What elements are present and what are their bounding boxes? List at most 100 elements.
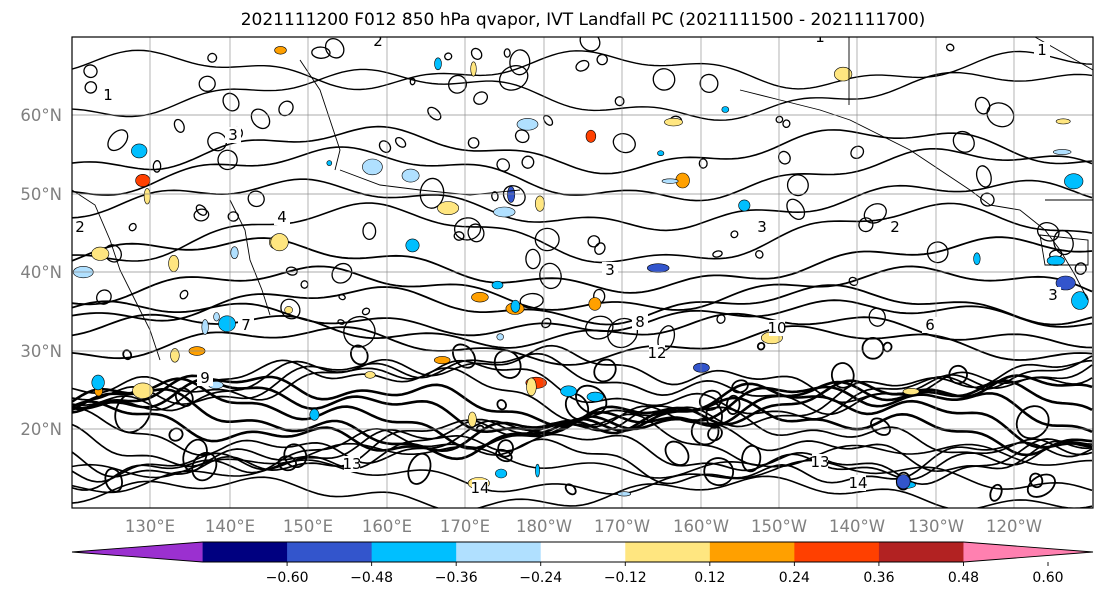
contour-line: [72, 442, 1093, 479]
negative-anomaly-patch: [657, 150, 665, 156]
negative-anomaly-patch: [230, 246, 239, 259]
contour-label-bg: [922, 317, 938, 333]
positive-anomaly-patch: [132, 382, 154, 399]
contour-line: [72, 459, 1093, 495]
positive-anomaly-patch: [471, 292, 489, 303]
contour-label: 3: [228, 126, 238, 144]
contour-label: 13: [810, 453, 829, 471]
contour-label: 14: [848, 474, 867, 492]
contour-cell: [777, 150, 791, 165]
colorbar-tick-label: −0.60: [266, 570, 309, 586]
colorbar-tick-label: 0.12: [694, 570, 725, 586]
colorbar-tick-label: 0.60: [1032, 570, 1063, 586]
contour-cell: [280, 298, 301, 320]
contour-cell: [278, 100, 294, 117]
negative-anomaly-patch: [1055, 275, 1076, 291]
positive-anomaly-patch: [143, 188, 151, 205]
negative-anomaly-patch: [896, 474, 911, 490]
contour-label: 2: [373, 32, 383, 50]
lat-tick-label: 40°N: [20, 263, 62, 282]
positive-anomaly-patch: [470, 61, 477, 77]
contour-cell: [337, 319, 345, 325]
negative-anomaly-patch: [495, 468, 508, 479]
positive-anomaly-patch: [467, 411, 477, 428]
lon-tick-label: 160°E: [362, 517, 412, 536]
map-frame: [71, 36, 1094, 509]
contour-label-bg: [238, 317, 254, 333]
contour-cell: [283, 443, 308, 469]
contour-cell: [195, 204, 208, 216]
colorbar-tick-label: 0.24: [779, 570, 810, 586]
contour-line: [72, 429, 1093, 483]
colorbar-swatch: [456, 542, 542, 562]
contour-line: [72, 325, 1093, 366]
coastline: [739, 89, 991, 206]
contour-cell: [703, 457, 735, 487]
coastline: [229, 199, 271, 316]
contour-cell: [1015, 405, 1050, 440]
contour-cell: [1026, 473, 1056, 498]
contour-cell: [870, 417, 891, 436]
contour-cell: [338, 293, 346, 301]
colorbar-swatch: [878, 542, 965, 562]
contour-cell: [952, 130, 975, 153]
contour-label: 2: [890, 218, 900, 236]
contour-cell: [948, 364, 968, 385]
contour-line: [72, 475, 1093, 508]
colorbar-tick-label: 0.48: [948, 570, 979, 586]
contour-cell: [1036, 221, 1060, 242]
positive-anomaly-patch: [170, 348, 180, 363]
contour-cell: [502, 185, 526, 207]
negative-anomaly-patch: [560, 385, 577, 397]
negative-anomaly-patch: [201, 319, 209, 335]
contour-label: 1: [1037, 41, 1047, 59]
contour-cell: [473, 91, 489, 105]
contour-label-bg: [344, 456, 360, 472]
lat-tick-label: 50°N: [20, 185, 62, 204]
contour-cell: [975, 165, 992, 188]
graticule: [72, 37, 1093, 508]
contour-cell: [311, 46, 331, 59]
contour-cell: [361, 307, 371, 316]
positive-anomaly-patch: [434, 356, 451, 365]
map-title: 2021111200 F012 850 hPa qvapor, IVT Land…: [241, 10, 926, 30]
contour-cell: [84, 81, 98, 94]
contour-cell: [407, 452, 432, 485]
contour-cell: [182, 438, 208, 472]
lon-tick-label: 150°W: [751, 517, 807, 536]
colorbar-swatch: [371, 542, 457, 562]
contour-cell: [775, 115, 784, 124]
contour-line: [72, 236, 1093, 294]
contour-cell: [1029, 472, 1044, 489]
colorbar-extend-low: [72, 542, 203, 562]
coastline: [339, 169, 521, 196]
negative-anomaly-patch: [535, 463, 540, 478]
contour-cell: [587, 235, 601, 248]
latitude-axis: 60°N 50°N 40°N 30°N 20°N: [20, 106, 62, 439]
contour-cell: [945, 43, 955, 52]
longitude-axis: 130°E 140°E 150°E 160°E 170°E 180°W 170°W 160°W…: [125, 517, 1042, 536]
coastline: [989, 204, 1089, 301]
contour-cell: [128, 222, 137, 232]
negative-anomaly-patch: [721, 106, 730, 113]
contour-label-bg: [649, 345, 665, 361]
contour-cell: [198, 75, 216, 92]
positive-anomaly-patch: [833, 66, 853, 82]
contour-cell: [427, 106, 442, 121]
contour-label: 6: [925, 316, 935, 334]
contour-cell: [850, 145, 865, 160]
contour-label-bg: [1045, 287, 1061, 303]
colorbar-swatch: [794, 542, 880, 562]
coastline: [1039, 234, 1089, 266]
negative-anomaly-patch: [586, 391, 604, 402]
positive-anomaly-patch: [135, 174, 151, 188]
lon-tick-label: 160°W: [673, 517, 729, 536]
contour-cell: [453, 231, 465, 241]
contour-cell: [525, 248, 541, 270]
contour-label: 7: [241, 316, 251, 334]
contour-cell: [519, 292, 544, 309]
coastline-layer: [72, 37, 1093, 361]
colorbar-swatch: [287, 542, 373, 562]
lon-tick-label: 170°E: [440, 517, 490, 536]
lon-tick-label: 150°E: [283, 517, 333, 536]
